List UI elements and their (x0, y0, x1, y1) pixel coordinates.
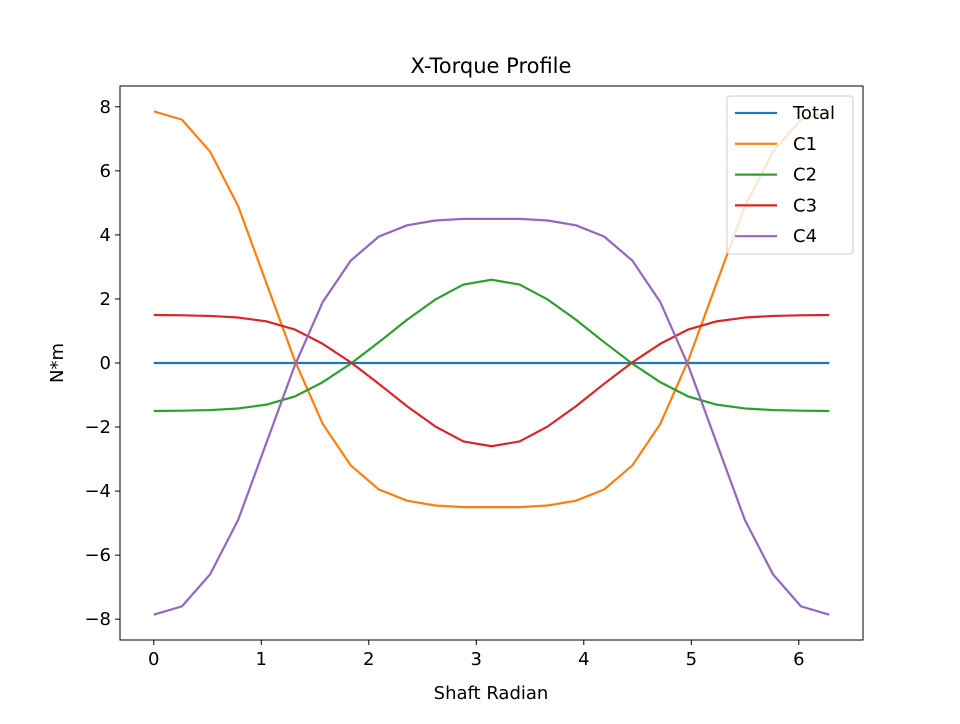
legend-label: C3 (793, 195, 817, 216)
legend-box (726, 95, 854, 255)
chart-title: X-Torque Profile (411, 54, 572, 78)
y-tick-label: −6 (84, 545, 111, 566)
y-tick-label: 4 (100, 225, 111, 246)
x-tick-label: 5 (686, 649, 697, 670)
line-series (153, 110, 830, 509)
y-tick-label: 8 (100, 97, 111, 118)
legend-label: C2 (793, 165, 817, 186)
legend-label: C1 (793, 134, 817, 155)
x-tick-label: 0 (148, 649, 159, 670)
x-tick-label: 4 (578, 649, 589, 670)
y-tick-label: 2 (100, 289, 111, 310)
plot-frame (119, 85, 864, 641)
x-tick-label: 2 (363, 649, 374, 670)
y-tick-label: −4 (84, 481, 111, 502)
legend: Total C1 C2 C3 C4 (726, 95, 854, 255)
legend-label: Total (792, 103, 835, 124)
line-series (153, 313, 830, 448)
x-tick-label: 6 (793, 649, 804, 670)
y-tick-label: 0 (100, 353, 111, 374)
y-tick-label: −2 (84, 417, 111, 438)
x-tick-label: 1 (256, 649, 267, 670)
y-tick-label: −8 (84, 609, 111, 630)
legend-label: C4 (793, 226, 817, 247)
line-series (153, 217, 830, 616)
x-axis-label: Shaft Radian (434, 683, 549, 704)
y-axis-label: N*m (47, 343, 68, 383)
x-tick-label: 3 (471, 649, 482, 670)
y-tick-label: 6 (100, 161, 111, 182)
line-series (153, 278, 830, 413)
